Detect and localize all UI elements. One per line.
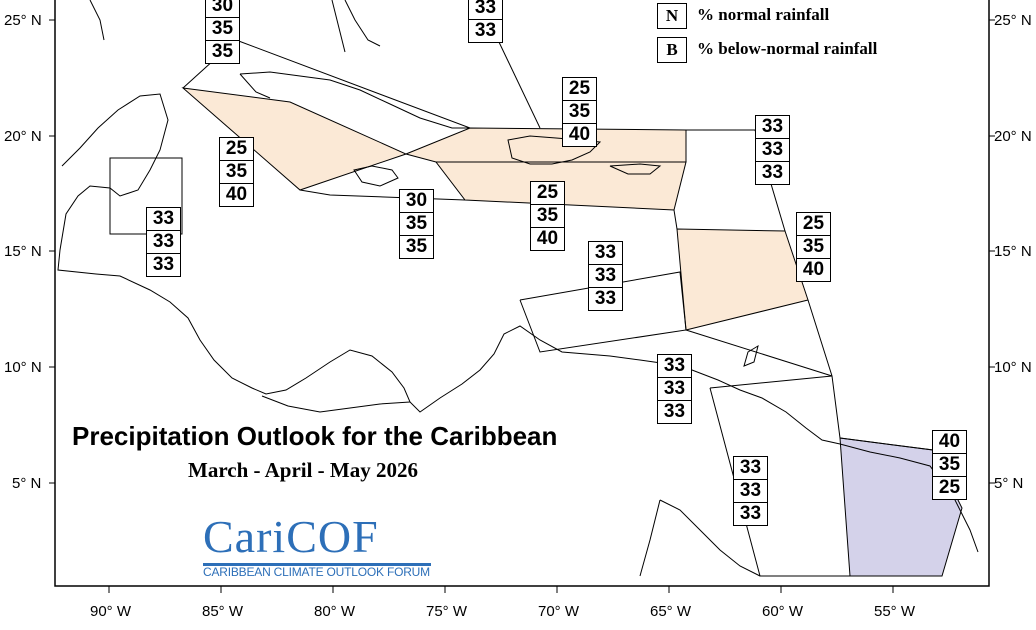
prob-value: 40 (219, 183, 254, 207)
logo-wordmark: CariCOF (203, 511, 379, 562)
prob-value: 33 (755, 161, 790, 185)
prob-value: 40 (530, 227, 565, 251)
prob-box-suriname-french-guiana: 40 35 25 (932, 430, 967, 500)
prob-box-abc-islands: 33 33 33 (588, 241, 623, 311)
latitude-ticks (49, 19, 995, 484)
prob-box-bahamas-north: 30 35 35 (205, 0, 240, 64)
prob-value: 35 (530, 204, 565, 228)
logo-rule (203, 563, 431, 566)
prob-value: 40 (562, 123, 597, 147)
prob-value: 35 (399, 235, 434, 259)
coastlines (57, 0, 979, 577)
prob-box-puerto-rico-south: 25 35 40 (530, 181, 565, 251)
prob-box-belize: 33 33 33 (146, 207, 181, 277)
map-subtitle: March - April - May 2026 (188, 458, 418, 482)
legend-key-normal: N (657, 3, 687, 29)
prob-value: 40 (932, 430, 967, 454)
zone-windward (676, 228, 809, 331)
lon-label: 70° W (538, 603, 580, 620)
prob-value: 33 (657, 400, 692, 424)
prob-value: 35 (219, 160, 254, 184)
prob-value: 30 (399, 189, 434, 213)
prob-value: 33 (733, 502, 768, 526)
prob-value: 35 (399, 212, 434, 236)
prob-value: 35 (205, 40, 240, 64)
lon-label: 85° W (202, 603, 244, 620)
prob-box-cuba-hispaniola-east: 25 35 40 (562, 77, 597, 147)
prob-box-trinidad: 33 33 33 (657, 354, 692, 424)
legend-key-below: B (657, 37, 687, 63)
legend-label-below: % below-normal rainfall (697, 39, 878, 58)
prob-box-turks-caicos: 33 33 (468, 0, 503, 43)
lat-label-left: 20° N (4, 128, 42, 145)
map-frame (54, 0, 990, 587)
prob-box-leeward-north: 33 33 33 (755, 115, 790, 185)
prob-value: 33 (468, 0, 503, 20)
prob-box-windward: 25 35 40 (796, 212, 831, 282)
caricof-logo: CariCOF CARIBBEAN CLIMATE OUTLOOK FORUM (203, 512, 433, 580)
prob-value: 35 (205, 17, 240, 41)
prob-value: 25 (796, 212, 831, 236)
lat-label-left: 15° N (4, 243, 42, 260)
longitude-ticks (108, 586, 894, 593)
lat-label-right: 25° N (994, 12, 1032, 29)
prob-value: 35 (932, 453, 967, 477)
prob-value: 33 (657, 377, 692, 401)
lon-label: 55° W (874, 603, 916, 620)
lat-label-left: 10° N (4, 359, 42, 376)
legend-label-normal: % normal rainfall (697, 5, 830, 24)
prob-box-guyana: 33 33 33 (733, 456, 768, 526)
lat-label-left: 5° N (12, 475, 41, 492)
prob-value: 25 (932, 476, 967, 500)
lat-label-right: 5° N (994, 475, 1023, 492)
zone-cuba-hispaniola-east (404, 127, 687, 163)
prob-value: 33 (588, 264, 623, 288)
map-title: Precipitation Outlook for the Caribbean (72, 421, 558, 451)
prob-value: 33 (146, 207, 181, 231)
prob-value: 33 (588, 241, 623, 265)
zone-cayman-cuba-west (181, 87, 408, 191)
zone-boundaries (109, 0, 934, 577)
prob-value: 25 (219, 137, 254, 161)
prob-value: 35 (796, 235, 831, 259)
prob-value: 33 (468, 19, 503, 43)
prob-box-cayman-cuba-west: 25 35 40 (219, 137, 254, 207)
prob-value: 33 (733, 456, 768, 480)
prob-value: 33 (146, 230, 181, 254)
prob-value: 30 (205, 0, 240, 18)
prob-value: 33 (755, 115, 790, 139)
prob-value: 33 (755, 138, 790, 162)
prob-value: 33 (733, 479, 768, 503)
lat-label-right: 15° N (994, 243, 1032, 260)
lon-label: 60° W (762, 603, 804, 620)
lon-label: 90° W (90, 603, 132, 620)
prob-value: 33 (588, 287, 623, 311)
prob-box-jamaica: 30 35 35 (399, 189, 434, 259)
prob-value: 33 (146, 253, 181, 277)
lat-label-right: 10° N (994, 359, 1032, 376)
lon-label: 75° W (426, 603, 468, 620)
prob-value: 25 (530, 181, 565, 205)
lon-label: 80° W (314, 603, 356, 620)
prob-value: 40 (796, 258, 831, 282)
prob-value: 35 (562, 100, 597, 124)
lon-label: 65° W (650, 603, 692, 620)
logo-tagline: CARIBBEAN CLIMATE OUTLOOK FORUM (203, 565, 430, 579)
prob-value: 25 (562, 77, 597, 101)
prob-value: 33 (657, 354, 692, 378)
lat-label-left: 25° N (4, 12, 42, 29)
lat-label-right: 20° N (994, 128, 1032, 145)
